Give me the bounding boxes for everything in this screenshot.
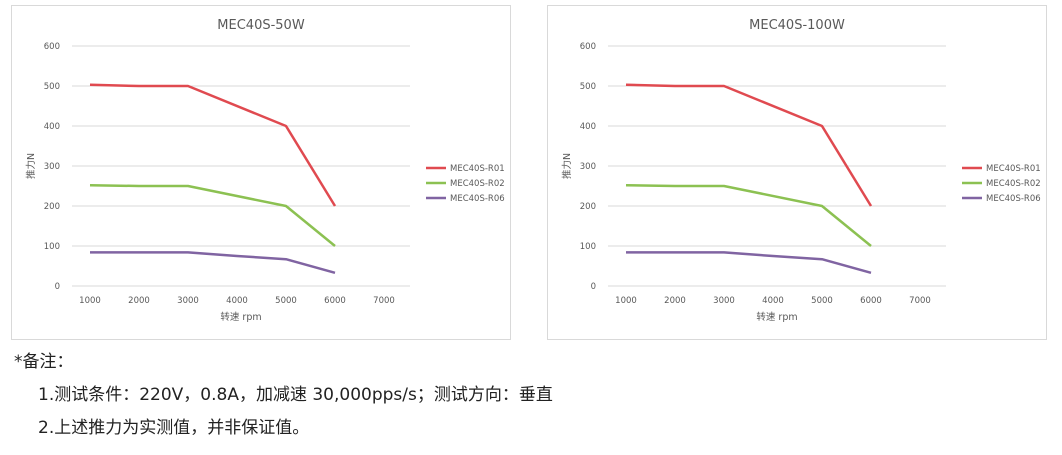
x-axis-title: 转速 rpm xyxy=(756,311,797,323)
y-tick-label: 100 xyxy=(44,242,60,252)
notes-heading: *备注： xyxy=(14,352,74,372)
note-item-2: 2.上述推力为实测值，并非保证值。 xyxy=(38,418,310,438)
y-tick-label: 600 xyxy=(44,42,60,52)
series-line-mec40s-r06 xyxy=(626,251,872,275)
y-tick-label: 200 xyxy=(580,202,596,212)
x-tick-label: 5000 xyxy=(275,296,297,306)
y-tick-label: 200 xyxy=(44,202,60,212)
legend-label: MEC40S-R01 xyxy=(986,164,1041,174)
legend-label: MEC40S-R06 xyxy=(450,194,505,204)
notes-section: *备注： 1.测试条件：220V，0.8A，加减速 30,000pps/s；测试… xyxy=(14,346,1054,445)
x-tick-label: 1000 xyxy=(615,296,637,306)
x-tick-label: 7000 xyxy=(373,296,395,306)
legend-label: MEC40S-R02 xyxy=(986,179,1041,189)
x-axis-title: 转速 rpm xyxy=(220,311,261,323)
note-item-1: 1.测试条件：220V，0.8A，加减速 30,000pps/s；测试方向：垂直 xyxy=(38,385,553,405)
series-line-mec40s-r02 xyxy=(625,183,872,247)
y-tick-label: 400 xyxy=(44,122,60,132)
series-line-mec40s-r01 xyxy=(89,83,337,207)
x-tick-label: 4000 xyxy=(226,296,248,306)
x-tick-label: 6000 xyxy=(860,296,882,306)
x-tick-label: 5000 xyxy=(811,296,833,306)
y-tick-label: 600 xyxy=(580,42,596,52)
x-tick-label: 6000 xyxy=(324,296,346,306)
y-axis-title: 推力N xyxy=(25,153,37,179)
y-tick-label: 0 xyxy=(591,282,596,292)
series-line-mec40s-r06 xyxy=(90,251,336,275)
series-line-mec40s-r01 xyxy=(625,83,873,207)
x-tick-label: 7000 xyxy=(909,296,931,306)
chart-100w: MEC40S-100W 0 100 200 300 400 500 600 1000 2000 30… xyxy=(561,18,1041,323)
series-line-mec40s-r02 xyxy=(89,183,336,247)
y-tick-label: 400 xyxy=(580,122,596,132)
chart-title: MEC40S-50W xyxy=(217,18,305,33)
x-tick-label: 2000 xyxy=(128,296,150,306)
x-tick-label: 3000 xyxy=(177,296,199,306)
legend-label: MEC40S-R06 xyxy=(986,194,1041,204)
legend-label: MEC40S-R02 xyxy=(450,179,505,189)
y-tick-label: 500 xyxy=(580,82,596,92)
x-tick-label: 1000 xyxy=(79,296,101,306)
chart-50w: MEC40S-50W 0 100 200 300 400 500 600 1000 2000 300… xyxy=(25,18,505,323)
y-tick-label: 500 xyxy=(44,82,60,92)
chart-panel-50w: MEC40S-50W 0 100 200 300 400 500 600 1000 2000 300… xyxy=(11,5,511,340)
y-tick-label: 300 xyxy=(580,162,596,172)
y-axis-title: 推力N xyxy=(561,153,573,179)
y-tick-label: 300 xyxy=(44,162,60,172)
chart-panel-100w: MEC40S-100W 0 100 200 300 400 500 600 1000 2000 30… xyxy=(547,5,1047,340)
chart-title: MEC40S-100W xyxy=(749,18,845,33)
y-tick-label: 0 xyxy=(55,282,60,292)
legend-label: MEC40S-R01 xyxy=(450,164,505,174)
x-tick-label: 2000 xyxy=(664,296,686,306)
y-tick-label: 100 xyxy=(580,242,596,252)
x-tick-label: 3000 xyxy=(713,296,735,306)
x-tick-label: 4000 xyxy=(762,296,784,306)
